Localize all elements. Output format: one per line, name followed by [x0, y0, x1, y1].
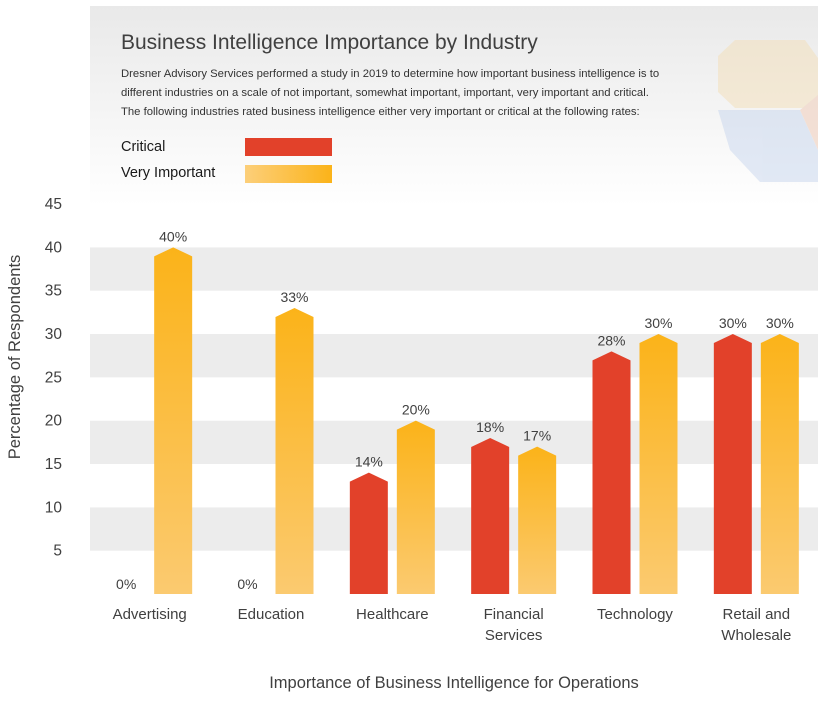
description-line-1: Dresner Advisory Services performed a st… — [121, 68, 659, 80]
legend-swatch-very-important — [245, 165, 332, 183]
grid-band — [90, 507, 818, 551]
grid-band — [90, 420, 818, 464]
data-label-very-important: 20% — [402, 402, 430, 418]
data-label-critical: 28% — [597, 332, 625, 348]
bar-very-important — [639, 334, 678, 594]
data-label-very-important: 30% — [644, 315, 672, 331]
grid-band — [90, 377, 818, 421]
grid-band — [90, 290, 818, 334]
x-tick-label: Advertising — [113, 606, 187, 623]
data-label-critical: 0% — [116, 576, 136, 592]
data-label-very-important: 17% — [523, 428, 551, 444]
data-label-very-important: 30% — [766, 315, 794, 331]
bar-very-important — [154, 247, 193, 595]
legend: Critical Very Important — [121, 138, 332, 183]
data-labels: 0% 40% 0% 33% 14% 20% 18% 17% 28% 30% 30% 30% — [116, 228, 794, 592]
y-tick-label: 10 — [45, 499, 63, 516]
y-tick-label: 5 — [53, 543, 62, 560]
bar-critical — [471, 438, 510, 594]
bar-very-important — [518, 446, 557, 594]
grid-bands — [90, 204, 818, 594]
bar-critical — [592, 351, 631, 594]
legend-label-critical: Critical — [121, 139, 165, 155]
bars — [154, 247, 799, 595]
x-tick-label: Wholesale — [721, 627, 791, 644]
grid-band — [90, 550, 818, 594]
y-tick-label: 45 — [45, 196, 62, 213]
y-axis-ticks: 5 10 15 20 25 30 35 40 45 — [45, 196, 63, 560]
bar-very-important — [396, 420, 435, 594]
bar-very-important — [760, 334, 799, 594]
y-tick-label: 30 — [45, 326, 63, 343]
x-tick-label: Education — [238, 606, 305, 623]
x-tick-label: Services — [485, 627, 543, 644]
data-label-critical: 18% — [476, 419, 504, 435]
decorative-cube-icon — [718, 40, 818, 182]
legend-swatch-critical — [245, 138, 332, 156]
x-axis-categories: Advertising Education Healthcare Financial S… — [113, 606, 792, 644]
x-tick-label: Financial — [484, 606, 544, 623]
bar-critical — [713, 334, 752, 594]
y-tick-label: 20 — [45, 413, 63, 430]
x-tick-label: Retail and — [723, 606, 791, 623]
description-line-3: The following industries rated business … — [121, 106, 640, 118]
description-line-2: different industries on a scale of not i… — [121, 87, 649, 99]
grid-band — [90, 464, 818, 508]
grid-band — [90, 334, 818, 378]
x-axis-title: Importance of Business Intelligence for … — [269, 674, 639, 692]
data-label-very-important: 40% — [159, 228, 187, 244]
y-tick-label: 25 — [45, 369, 62, 386]
grid-band — [90, 247, 818, 291]
grid-band — [90, 204, 818, 248]
x-tick-label: Healthcare — [356, 606, 429, 623]
y-tick-label: 40 — [45, 239, 63, 256]
data-label-critical: 14% — [355, 454, 383, 470]
chart-title: Business Intelligence Importance by Indu… — [121, 31, 538, 54]
data-label-critical: 30% — [719, 315, 747, 331]
legend-label-very-important: Very Important — [121, 165, 215, 181]
bar-critical — [349, 472, 388, 594]
data-label-critical: 0% — [237, 576, 257, 592]
y-tick-label: 15 — [45, 456, 62, 473]
x-tick-label: Technology — [597, 606, 673, 623]
data-label-very-important: 33% — [280, 289, 308, 305]
y-tick-label: 35 — [45, 283, 62, 300]
y-axis-title: Percentage of Respondents — [6, 255, 24, 460]
header-panel — [90, 6, 818, 206]
bar-very-important — [275, 308, 314, 594]
